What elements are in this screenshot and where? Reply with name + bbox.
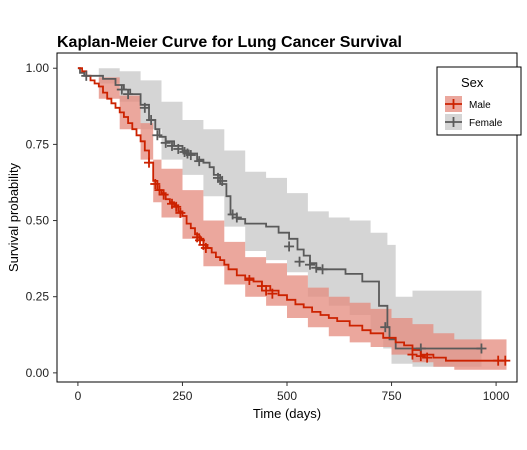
x-tick-label: 1000 [483, 389, 510, 403]
censor-mark-male [144, 157, 154, 168]
x-tick-label: 500 [277, 389, 297, 403]
y-tick-label: 0.25 [26, 290, 50, 304]
censor-mark-female [294, 256, 305, 267]
censor-mark-male [500, 355, 511, 366]
censor-mark-female [152, 130, 163, 141]
censor-mark-male [422, 352, 433, 363]
censor-mark-female [185, 150, 196, 161]
x-tick-label: 0 [75, 389, 82, 403]
censor-mark-female [116, 84, 127, 95]
y-tick-label: 1.00 [26, 61, 50, 75]
censor-mark-female [81, 70, 92, 81]
censor-mark-male [407, 349, 418, 360]
legend-label: Female [469, 118, 503, 129]
y-tick-label: 0.50 [26, 214, 50, 228]
censor-mark-female [476, 343, 487, 354]
censor-mark-female [146, 115, 157, 126]
axes: 0 250 500 750 1000 0.00 0.25 0.50 0.75 1.00 [26, 61, 510, 403]
censor-mark-male [171, 201, 182, 212]
censor-mark-male [244, 274, 255, 285]
censor-mark-female [317, 264, 328, 275]
censor-mark-male [150, 178, 161, 189]
censor-mark-male [261, 285, 272, 296]
x-axis-title: Time (days) [253, 406, 321, 421]
survival-line-female [77, 67, 482, 350]
censor-mark-male [175, 207, 186, 218]
y-tick-label: 0.75 [26, 137, 50, 151]
legend-title: Sex [461, 75, 484, 90]
legend-item-female: Female [445, 114, 503, 130]
censor-mark-male [158, 189, 169, 200]
censor-mark-female [231, 212, 242, 223]
y-tick-label: 0.00 [26, 366, 50, 380]
censor-mark-male [200, 242, 211, 253]
x-tick-label: 750 [382, 389, 402, 403]
legend-item-male: Male [445, 96, 491, 112]
y-axis-title: Survival probability [6, 162, 21, 272]
ci-band-male [77, 68, 507, 370]
censor-mark-female [311, 262, 322, 273]
censor-marks [81, 70, 511, 366]
censor-mark-female [194, 156, 205, 167]
legend: Sex Male Female [436, 66, 522, 136]
legend-label: Male [469, 100, 491, 111]
censor-mark-male [415, 351, 426, 362]
censor-mark-female [305, 259, 315, 270]
x-tick-label: 250 [172, 389, 192, 403]
censor-mark-female [284, 241, 295, 252]
censor-mark-female [160, 137, 171, 148]
censor-mark-female [139, 102, 150, 113]
censor-mark-female [217, 175, 228, 186]
confidence-bands [77, 68, 507, 370]
ci-band-female [77, 68, 482, 367]
censor-mark-male [267, 288, 278, 299]
chart-title: Kaplan-Meier Curve for Lung Cancer Survi… [57, 34, 402, 51]
censor-mark-female [167, 140, 177, 151]
censor-mark-female [380, 322, 391, 333]
censor-mark-female [173, 143, 184, 154]
censor-mark-female [123, 89, 134, 100]
